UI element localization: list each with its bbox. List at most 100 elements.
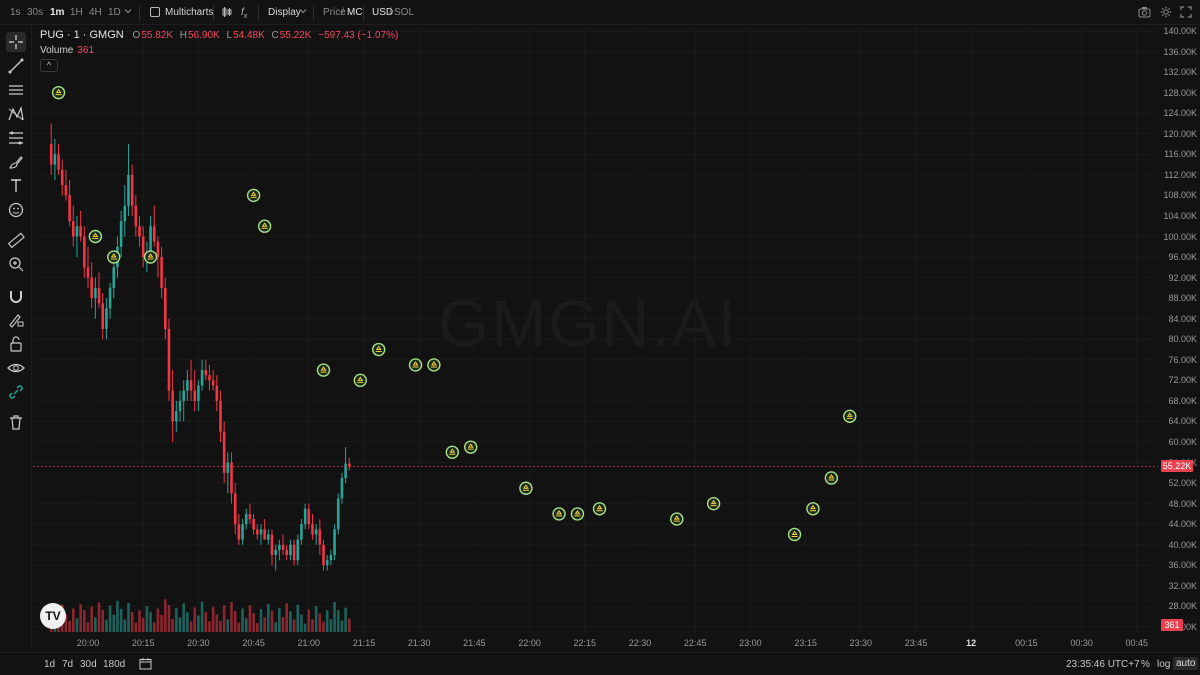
volume-bar xyxy=(108,605,112,632)
tradingview-logo[interactable]: TV xyxy=(40,603,66,629)
event-marker-glyph xyxy=(430,361,437,368)
volume-bar xyxy=(270,610,274,632)
mc-toggle[interactable]: MC xyxy=(347,7,363,18)
indicators-icon[interactable]: fx xyxy=(241,7,248,20)
volume-bar xyxy=(197,615,200,632)
chevron-down-icon[interactable] xyxy=(299,5,307,20)
event-marker-glyph xyxy=(828,474,835,481)
volume-bar xyxy=(71,608,75,632)
price-toggle[interactable]: Price xyxy=(323,7,346,18)
ruler-icon[interactable] xyxy=(6,230,26,250)
display-dropdown[interactable]: Display xyxy=(268,7,301,18)
interval-4h[interactable]: 4H xyxy=(89,7,102,18)
chevron-down-icon[interactable] xyxy=(124,5,132,20)
volume-bar xyxy=(322,621,325,632)
trend-line-icon[interactable] xyxy=(6,56,26,76)
calendar-icon[interactable] xyxy=(139,657,152,673)
range-180d[interactable]: 180d xyxy=(103,659,126,670)
multicharts-label[interactable]: Multicharts xyxy=(165,7,214,18)
volume-bar xyxy=(307,609,311,632)
candle-type-icon[interactable] xyxy=(221,6,233,21)
volume-bar xyxy=(204,612,208,632)
sol-toggle[interactable]: SOL xyxy=(394,7,415,18)
camera-icon[interactable] xyxy=(1138,6,1151,21)
candle-body xyxy=(138,226,141,237)
trash-icon[interactable] xyxy=(6,412,26,432)
interval-1m[interactable]: 1m xyxy=(50,7,65,18)
zoom-icon[interactable] xyxy=(6,254,26,274)
candle-body xyxy=(318,529,322,545)
collapse-legend-button[interactable]: ^ xyxy=(40,59,58,72)
brush-icon[interactable] xyxy=(6,152,26,172)
volume-bar xyxy=(289,611,292,632)
range-7d[interactable]: 7d xyxy=(62,659,74,670)
volume-bar xyxy=(300,614,303,632)
candle-body xyxy=(248,513,252,520)
volume-bar xyxy=(127,603,130,632)
candle-body xyxy=(101,303,105,329)
candle-body xyxy=(79,226,82,237)
horizontal-lines-icon[interactable] xyxy=(6,80,26,100)
volume-bar xyxy=(116,600,119,632)
top-toolbar: 1s 30s 1m 1H 4H 1D Multicharts fx Displa… xyxy=(0,0,1200,25)
interval-1s[interactable]: 1s xyxy=(10,7,21,18)
event-marker-glyph xyxy=(574,510,581,517)
time-tick-label: 21:15 xyxy=(352,638,376,648)
candle-body xyxy=(53,154,57,165)
crosshair-icon[interactable] xyxy=(6,32,26,52)
log-toggle[interactable]: log xyxy=(1157,659,1171,670)
volume-bar xyxy=(90,606,93,632)
magnet-icon[interactable] xyxy=(6,286,26,306)
candle-body xyxy=(71,221,75,237)
time-tick-label: 00:15 xyxy=(1015,638,1038,648)
candle-body xyxy=(289,544,292,556)
chart-legend: PUG · 1 · GMGN O55.82K H56.90K L54.48K C… xyxy=(40,29,402,41)
range-30d[interactable]: 30d xyxy=(80,659,97,670)
volume-bar xyxy=(75,618,79,632)
settings-icon[interactable] xyxy=(1160,6,1172,21)
candle-body xyxy=(86,267,90,278)
candle-body xyxy=(325,560,329,566)
volume-bar xyxy=(101,609,105,632)
range-1d[interactable]: 1d xyxy=(44,659,56,670)
link-icon[interactable] xyxy=(6,382,26,402)
candle-body xyxy=(296,539,300,561)
eye-icon[interactable] xyxy=(6,358,26,378)
usd-toggle[interactable]: USD xyxy=(372,7,394,18)
lock-drawing-icon[interactable] xyxy=(6,310,26,330)
fib-icon[interactable] xyxy=(6,128,26,148)
price-tick-label: 36.00K xyxy=(1168,560,1197,571)
multicharts-checkbox[interactable] xyxy=(150,7,160,17)
candle-body xyxy=(90,277,93,299)
percent-toggle[interactable]: % xyxy=(1141,659,1150,670)
low-label: L xyxy=(226,30,233,41)
last-price-label: 55.22K xyxy=(1161,460,1193,472)
emoji-icon[interactable] xyxy=(6,200,26,220)
pattern-icon[interactable] xyxy=(6,104,26,124)
interval-30s[interactable]: 30s xyxy=(27,7,44,18)
time-tick-label: 22:00 xyxy=(518,638,541,648)
lock-icon[interactable] xyxy=(6,334,26,354)
open-label: O xyxy=(132,30,141,41)
candle-body xyxy=(340,477,344,499)
symbol-title[interactable]: PUG · 1 · GMGN xyxy=(40,29,124,41)
candle-body xyxy=(163,287,167,329)
candle-body xyxy=(64,185,68,196)
clock[interactable]: 23:35:46 UTC+7 xyxy=(1066,659,1140,670)
time-tick-label: 12 xyxy=(966,638,977,648)
volume-bar xyxy=(123,619,127,632)
interval-1h[interactable]: 1H xyxy=(70,7,83,18)
event-marker-glyph xyxy=(375,345,382,353)
event-marker-glyph xyxy=(250,191,257,198)
price-axis[interactable]: 140.00K 136.00K 132.00K 128.00K 124.00K 120.0… xyxy=(1158,25,1200,645)
price-tick-label: 120.00K xyxy=(1163,128,1197,139)
price-tick-label: 76.00K xyxy=(1168,354,1197,365)
text-icon[interactable] xyxy=(6,176,26,196)
candle-body xyxy=(300,524,303,540)
interval-1d[interactable]: 1D xyxy=(108,7,121,18)
candle-body xyxy=(105,308,108,329)
auto-toggle[interactable]: auto xyxy=(1173,657,1199,670)
fullscreen-icon[interactable] xyxy=(1180,6,1192,21)
candle-body xyxy=(130,174,134,206)
